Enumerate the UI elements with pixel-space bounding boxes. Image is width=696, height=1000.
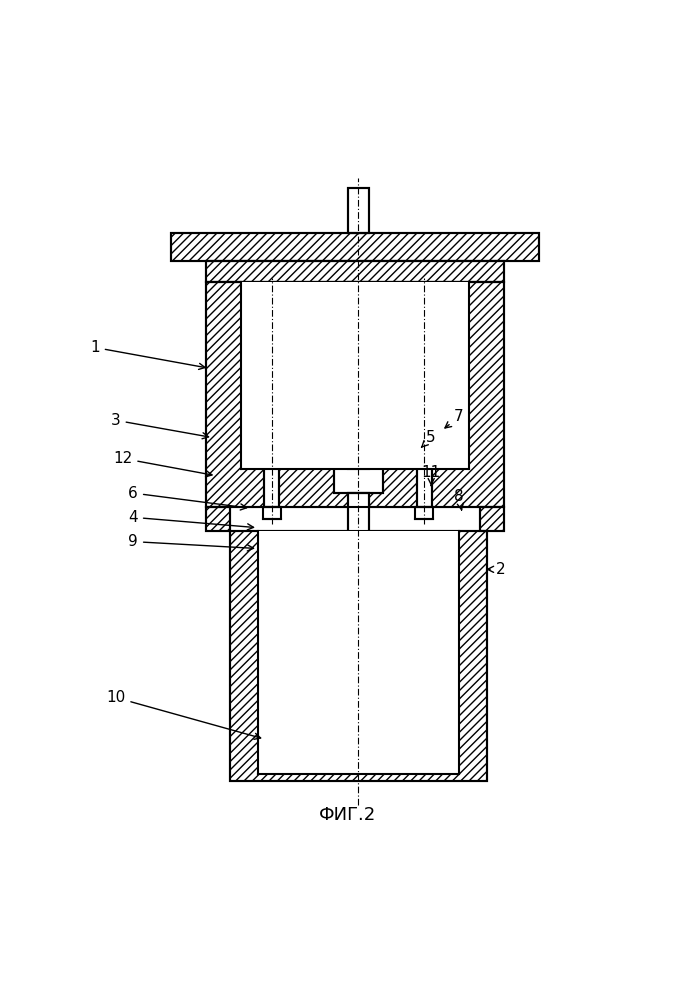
Bar	[206, 507, 230, 531]
Bar	[408, 283, 441, 309]
Bar	[334, 441, 383, 493]
Text: 7: 7	[445, 409, 464, 428]
Text: 9: 9	[128, 534, 253, 551]
Bar	[417, 309, 432, 507]
Bar	[255, 283, 288, 309]
Bar	[348, 282, 369, 469]
Bar	[255, 283, 288, 309]
Bar	[348, 729, 369, 770]
Bar	[417, 309, 432, 507]
Bar	[206, 261, 504, 282]
Bar	[264, 309, 279, 507]
Bar	[206, 261, 504, 282]
Bar	[348, 282, 369, 469]
Bar	[230, 531, 487, 781]
Bar	[408, 283, 441, 309]
Bar	[348, 531, 369, 718]
Bar	[206, 282, 504, 507]
Text: 6: 6	[128, 486, 246, 510]
Text: 8: 8	[454, 489, 464, 510]
Bar	[206, 282, 504, 507]
Bar	[480, 507, 504, 531]
Bar	[348, 188, 369, 233]
Bar	[206, 507, 230, 531]
Bar	[348, 188, 369, 233]
Bar	[345, 729, 372, 770]
Bar	[230, 531, 487, 781]
Bar	[241, 282, 469, 469]
Text: 10: 10	[106, 690, 260, 739]
Text: 2: 2	[487, 562, 505, 577]
Bar	[416, 507, 434, 519]
Text: 12: 12	[113, 451, 212, 477]
Bar	[334, 441, 383, 493]
Text: 4: 4	[128, 510, 253, 530]
Bar	[171, 233, 539, 261]
Text: 11: 11	[422, 465, 441, 485]
Bar	[348, 493, 369, 729]
Bar	[348, 493, 369, 729]
Text: 1: 1	[90, 340, 205, 369]
Bar	[345, 729, 372, 770]
Bar	[480, 507, 504, 531]
Text: 5: 5	[422, 430, 436, 447]
Bar	[264, 309, 279, 507]
Bar	[258, 531, 459, 774]
Text: 3: 3	[111, 413, 209, 439]
Bar	[262, 507, 280, 519]
Text: ФИГ.2: ФИГ.2	[319, 806, 377, 824]
Bar	[171, 233, 539, 261]
